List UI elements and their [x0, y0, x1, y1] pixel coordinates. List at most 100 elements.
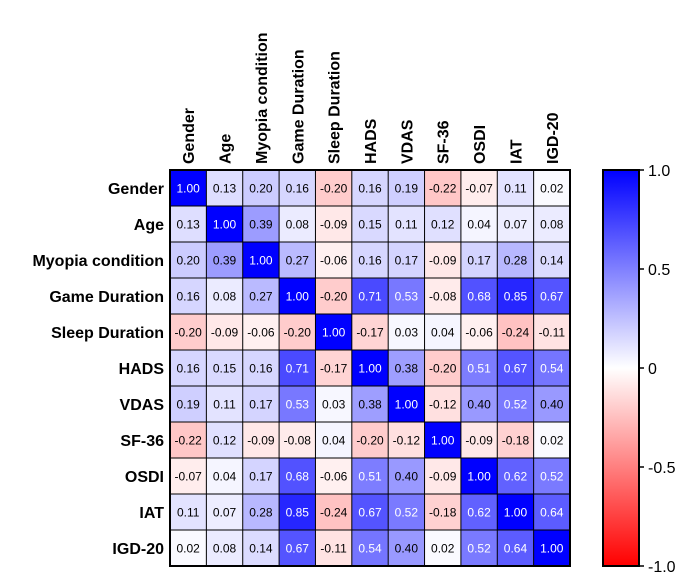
heatmap-cell [460, 386, 498, 422]
heatmap-cell [279, 242, 316, 278]
heatmap-cell [242, 278, 280, 314]
heatmap-cell [388, 278, 425, 314]
row-label-iat: IAT [139, 505, 164, 522]
cell-value-label: -0.08 [429, 290, 457, 304]
heatmap-cell [388, 422, 425, 458]
cell-value-label: 0.11 [213, 398, 236, 412]
heatmap-cell [424, 314, 461, 350]
cell-value-label: 0.67 [504, 362, 528, 376]
cell-value-label: 0.08 [213, 290, 237, 304]
heatmap-cell [170, 350, 207, 386]
cell-value-label: 1.00 [213, 218, 237, 232]
cell-value-label: 0.54 [540, 362, 564, 376]
heatmap-cell [315, 386, 352, 422]
cell-value-label: 0.03 [322, 398, 346, 412]
cell-value-label: -0.06 [247, 326, 275, 340]
heatmap-cell [242, 314, 280, 350]
heatmap-cells: 1.00 0.13 0.20 0.16 -0.20 0.16 0.19 -0.22 -0.07 0… [170, 170, 570, 566]
heatmap-cell [460, 242, 498, 278]
heatmap-cell [279, 530, 316, 566]
heatmap-cell [279, 494, 316, 530]
row-label-myopia-condition: Myopia condition [32, 253, 164, 270]
cell-value-label: -0.06 [320, 470, 348, 484]
heatmap-cell [460, 350, 498, 386]
column-labels: Gender Age Myopia condition Game Duration Sl… [181, 32, 562, 164]
cell-value-label: -0.09 [247, 434, 275, 448]
cell-value-label: 1.00 [431, 434, 455, 448]
cell-value-label: 0.51 [467, 362, 491, 376]
cell-value-label: 0.02 [431, 542, 455, 556]
cell-value-label: -0.06 [465, 326, 493, 340]
cell-value-label: -0.22 [429, 182, 457, 196]
heatmap-cell [351, 170, 389, 206]
cell-value-label: -0.09 [429, 254, 457, 268]
cell-value-label: -0.07 [465, 182, 493, 196]
cell-value-label: 0.08 [540, 218, 564, 232]
heatmap-cell [206, 242, 243, 278]
heatmap-cell [242, 530, 280, 566]
cell-value-label: 0.03 [395, 326, 419, 340]
heatmap-cell [279, 206, 316, 242]
cell-value-label: 0.52 [467, 542, 491, 556]
heatmap-cell [242, 206, 280, 242]
cell-value-label: 0.13 [213, 182, 237, 196]
heatmap-cell [351, 206, 389, 242]
cell-value-label: 0.53 [395, 290, 419, 304]
row-label-sleep-duration: Sleep Duration [51, 325, 164, 342]
cell-value-label: 0.17 [249, 398, 273, 412]
cell-value-label: -0.12 [393, 434, 421, 448]
cell-value-label: -0.09 [320, 218, 348, 232]
cell-value-label: 0.62 [467, 506, 491, 520]
heatmap-cell [315, 494, 352, 530]
heatmap-cell [460, 458, 498, 494]
cell-value-label: 0.12 [213, 434, 237, 448]
heatmap-cell [424, 278, 461, 314]
heatmap-cell [206, 314, 243, 350]
heatmap-cell [315, 350, 352, 386]
cell-value-label: 0.16 [177, 290, 201, 304]
heatmap-cell [533, 386, 570, 422]
cell-value-label: -0.20 [284, 326, 312, 340]
heatmap-cell [460, 278, 498, 314]
cell-value-label: 0.16 [286, 182, 310, 196]
heatmap-cell [533, 458, 570, 494]
heatmap-cell [351, 422, 389, 458]
heatmap-cell [497, 314, 534, 350]
colorbar-tick-label: -0.5 [648, 460, 676, 477]
heatmap-cell [315, 170, 352, 206]
cell-value-label: 0.40 [467, 398, 491, 412]
heatmap-cell [424, 494, 461, 530]
heatmap-cell [315, 314, 352, 350]
heatmap-cell [388, 494, 425, 530]
heatmap-cell [315, 458, 352, 494]
cell-value-label: -0.09 [465, 434, 493, 448]
cell-value-label: 1.00 [395, 398, 419, 412]
cell-value-label: -0.20 [175, 326, 203, 340]
row-label-game-duration: Game Duration [49, 289, 164, 306]
heatmap-cell [388, 350, 425, 386]
cell-value-label: -0.20 [429, 362, 457, 376]
heatmap-cell [170, 242, 207, 278]
column-label-gender: Gender [181, 108, 198, 164]
heatmap-cell [388, 530, 425, 566]
cell-value-label: 1.00 [504, 506, 528, 520]
heatmap-cell [497, 350, 534, 386]
heatmap-cell [351, 242, 389, 278]
column-label-iat: IAT [508, 139, 525, 164]
heatmap-cell [206, 386, 243, 422]
row-label-sf-36: SF-36 [120, 433, 164, 450]
cell-value-label: 0.28 [249, 506, 273, 520]
cell-value-label: 0.12 [431, 218, 455, 232]
cell-value-label: 0.52 [395, 506, 419, 520]
heatmap-cell [460, 422, 498, 458]
heatmap-cell [170, 458, 207, 494]
cell-value-label: 0.14 [249, 542, 273, 556]
heatmap-cell [170, 170, 207, 206]
heatmap-cell [533, 206, 570, 242]
heatmap-cell [315, 278, 352, 314]
cell-value-label: 0.02 [540, 434, 564, 448]
column-label-osdi: OSDI [472, 125, 489, 164]
heatmap-cell [497, 458, 534, 494]
heatmap-cell [351, 458, 389, 494]
